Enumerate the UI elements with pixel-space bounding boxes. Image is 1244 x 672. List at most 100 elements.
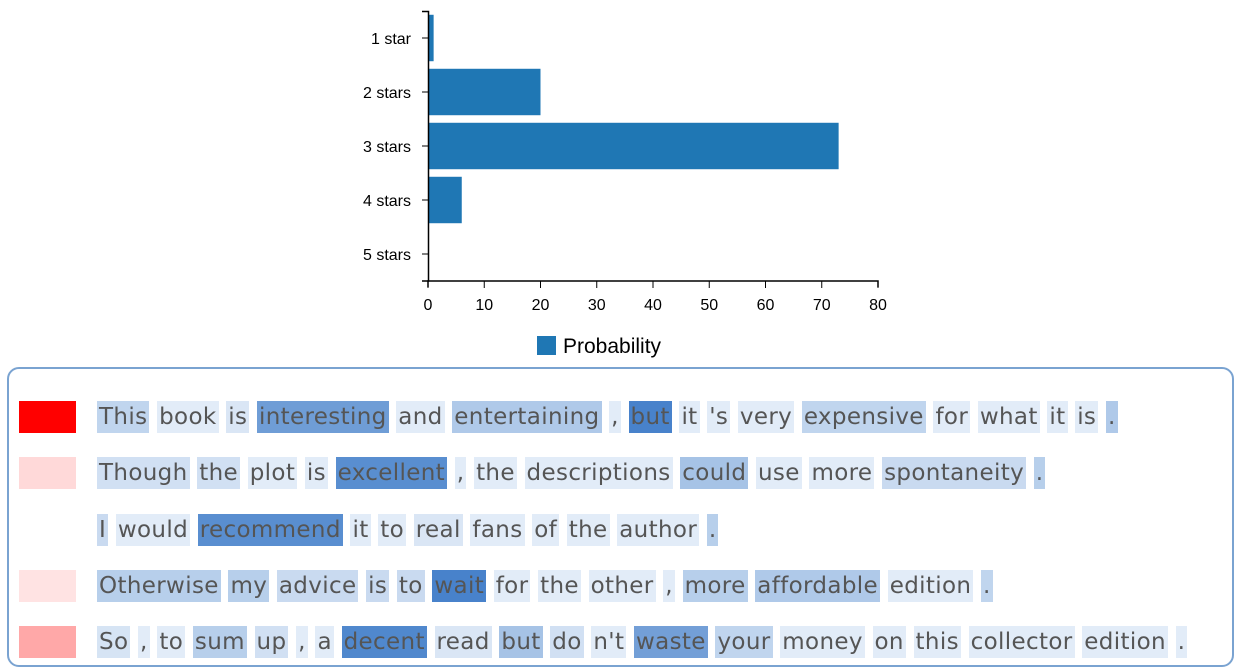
- sentence-tokens: I would recommend it to real fans of the…: [97, 513, 719, 546]
- sentence-row: Otherwise my advice is to wait for the o…: [19, 569, 993, 603]
- token: sum: [192, 626, 247, 659]
- token: I: [97, 513, 109, 546]
- token: the: [474, 457, 517, 490]
- token: but: [499, 626, 543, 659]
- token: but: [628, 401, 672, 433]
- token: This: [97, 401, 150, 433]
- token: more: [809, 457, 875, 490]
- token: for: [933, 401, 971, 433]
- x-tick-label: 20: [532, 297, 550, 314]
- token: 's: [707, 401, 731, 433]
- token: it: [679, 401, 700, 433]
- bar-1-star[interactable]: [428, 14, 434, 62]
- x-tick-label: 10: [475, 297, 493, 314]
- token: real: [413, 513, 463, 546]
- token: entertaining: [452, 401, 602, 433]
- legend-swatch: [537, 336, 556, 355]
- bars-group: [428, 14, 839, 224]
- bar-2-stars[interactable]: [428, 68, 541, 116]
- legend-label: Probability: [563, 335, 662, 358]
- token: your: [715, 626, 773, 659]
- bar-4-stars[interactable]: [428, 176, 462, 224]
- token: would: [115, 513, 191, 546]
- token: ,: [663, 569, 675, 602]
- token: collector: [968, 626, 1075, 659]
- sentence-weight-swatch: [19, 401, 76, 433]
- token: and: [396, 401, 445, 433]
- token: it: [350, 513, 371, 546]
- x-tick-label: 80: [869, 297, 887, 314]
- x-tick-label: 60: [757, 297, 775, 314]
- token: .: [1105, 401, 1118, 433]
- token: ,: [609, 401, 621, 433]
- token: decent: [341, 626, 427, 659]
- token: n't: [591, 626, 627, 659]
- y-axis-line: [422, 10, 430, 282]
- token: author: [617, 513, 700, 546]
- token: ,: [138, 626, 150, 659]
- x-axis: 0 10 20 30 40 50 60 70 80: [424, 280, 887, 314]
- token: ,: [296, 626, 308, 659]
- token: it: [1047, 401, 1068, 433]
- token: .: [1175, 626, 1188, 659]
- x-tick-label: 40: [644, 297, 662, 314]
- token: fans: [470, 513, 525, 546]
- token: recommend: [197, 513, 343, 546]
- sentence-weight-swatch: [19, 457, 76, 490]
- token: what: [977, 401, 1040, 433]
- y-tick-label: 2 stars: [363, 85, 411, 102]
- token: waste: [633, 626, 708, 659]
- token: advice: [276, 569, 359, 602]
- token: money: [780, 626, 865, 659]
- token: So: [97, 626, 131, 659]
- x-tick-label: 70: [813, 297, 831, 314]
- token: of: [532, 513, 560, 546]
- legend[interactable]: Probability: [537, 335, 662, 358]
- y-tick-label: 1 star: [371, 31, 412, 48]
- token: Otherwise: [97, 569, 221, 602]
- token: Though: [97, 457, 190, 490]
- token: interesting: [256, 401, 389, 433]
- sentence-row: Though the plot is excellent , the descr…: [19, 456, 1046, 490]
- bar-3-stars[interactable]: [428, 122, 839, 170]
- token: is: [1075, 401, 1099, 433]
- token: to: [157, 626, 186, 659]
- token: expensive: [801, 401, 926, 433]
- token: descriptions: [524, 457, 673, 490]
- sentence-tokens: So , to sum up , a decent read but do n'…: [97, 626, 1188, 659]
- explanation-panel: This book is interesting and entertainin…: [7, 367, 1234, 667]
- token: could: [680, 457, 749, 490]
- sentence-tokens: Though the plot is excellent , the descr…: [97, 457, 1046, 490]
- token: do: [550, 626, 584, 659]
- token: .: [1033, 457, 1046, 490]
- token: affordable: [755, 569, 881, 602]
- token: my: [228, 569, 270, 602]
- sentence-weight-swatch: [19, 626, 76, 659]
- token: plot: [247, 457, 298, 490]
- token: the: [566, 513, 610, 546]
- y-axis: 1 star 2 stars 3 stars 4 stars 5 stars: [363, 10, 430, 282]
- token: to: [378, 513, 407, 546]
- y-tick-label: 3 stars: [363, 139, 411, 156]
- token: the: [197, 457, 241, 490]
- x-tick-label: 50: [700, 297, 718, 314]
- token: the: [538, 569, 581, 602]
- token: to: [396, 569, 425, 602]
- token: is: [366, 569, 390, 602]
- token: ,: [454, 457, 467, 490]
- token: on: [872, 626, 906, 659]
- token: use: [756, 457, 802, 490]
- sentence-row: This book is interesting and entertainin…: [19, 400, 1118, 434]
- x-tick-label: 0: [424, 297, 433, 314]
- token: more: [682, 569, 748, 602]
- sentence-row: So , to sum up , a decent read but do n'…: [19, 625, 1188, 659]
- token: edition: [887, 569, 974, 602]
- token: .: [981, 569, 993, 602]
- token: is: [226, 401, 250, 433]
- token: spontaneity: [882, 457, 1027, 490]
- token: is: [304, 457, 328, 490]
- token: for: [493, 569, 531, 602]
- token: edition: [1082, 626, 1168, 659]
- token: other: [588, 569, 656, 602]
- token: wait: [432, 569, 487, 602]
